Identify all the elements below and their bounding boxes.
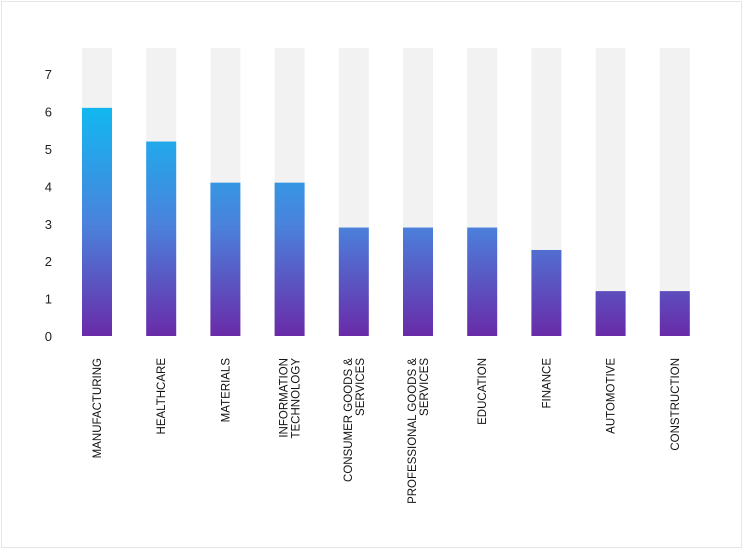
y-tick-label: 7 <box>45 67 52 82</box>
bar <box>210 182 241 336</box>
y-tick-label: 6 <box>45 105 52 120</box>
x-tick-label-line: MATERIALS <box>220 358 232 423</box>
y-tick-label: 1 <box>45 292 52 307</box>
bar <box>467 227 498 336</box>
x-tick-label: CONSTRUCTION <box>670 358 682 451</box>
bar <box>146 141 177 336</box>
x-tick-label-line: HEALTHCARE <box>156 358 168 435</box>
x-tick-label-line: FINANCE <box>541 358 553 409</box>
bar-track <box>595 48 626 336</box>
bar <box>403 227 433 336</box>
x-tick-label-line: CONSTRUCTION <box>670 358 682 451</box>
bar <box>338 227 369 336</box>
x-tick-label-line: AUTOMOTIVE <box>606 358 618 434</box>
x-tick-label: MANUFACTURING <box>92 358 104 458</box>
x-tick-label: PROFESSIONAL GOODS &SERVICES <box>407 358 431 504</box>
bar-track <box>659 48 690 336</box>
x-tick-label: MATERIALS <box>220 358 232 423</box>
x-tick-label-line: INFORMATION <box>279 358 291 438</box>
x-tick-label-line: CONSUMER GOODS & <box>343 358 355 482</box>
y-tick-label: 4 <box>45 179 52 194</box>
x-tick-label: FINANCE <box>541 358 553 409</box>
bar <box>659 291 690 336</box>
x-tick-label-line: MANUFACTURING <box>92 358 104 458</box>
y-tick-label: 0 <box>45 329 52 344</box>
y-tick-label: 2 <box>45 254 52 269</box>
x-tick-label: HEALTHCARE <box>156 358 168 435</box>
x-tick-label-line: SERVICES <box>419 358 431 416</box>
bar <box>531 249 562 336</box>
x-tick-label: AUTOMOTIVE <box>606 358 618 434</box>
bar <box>82 107 112 336</box>
x-tick-label: CONSUMER GOODS &SERVICES <box>343 358 367 482</box>
y-tick-label: 3 <box>45 217 52 232</box>
x-tick-label-line: SERVICES <box>355 358 367 416</box>
x-axis: MANUFACTURING HEALTHCARE MATERIALS INFORMAT… <box>92 358 682 504</box>
x-tick-label: INFORMATIONTECHNOLOGY <box>279 358 303 439</box>
x-tick-label-line: TECHNOLOGY <box>291 358 303 439</box>
x-tick-label: EDUCATION <box>477 358 489 425</box>
bar <box>595 291 626 336</box>
bar <box>274 182 305 336</box>
y-axis: 0 1 2 3 4 5 6 7 <box>45 67 52 344</box>
y-tick-label: 5 <box>45 142 52 157</box>
x-tick-label-line: PROFESSIONAL GOODS & <box>407 358 419 504</box>
bars <box>82 107 690 336</box>
x-tick-label-line: EDUCATION <box>477 358 489 425</box>
